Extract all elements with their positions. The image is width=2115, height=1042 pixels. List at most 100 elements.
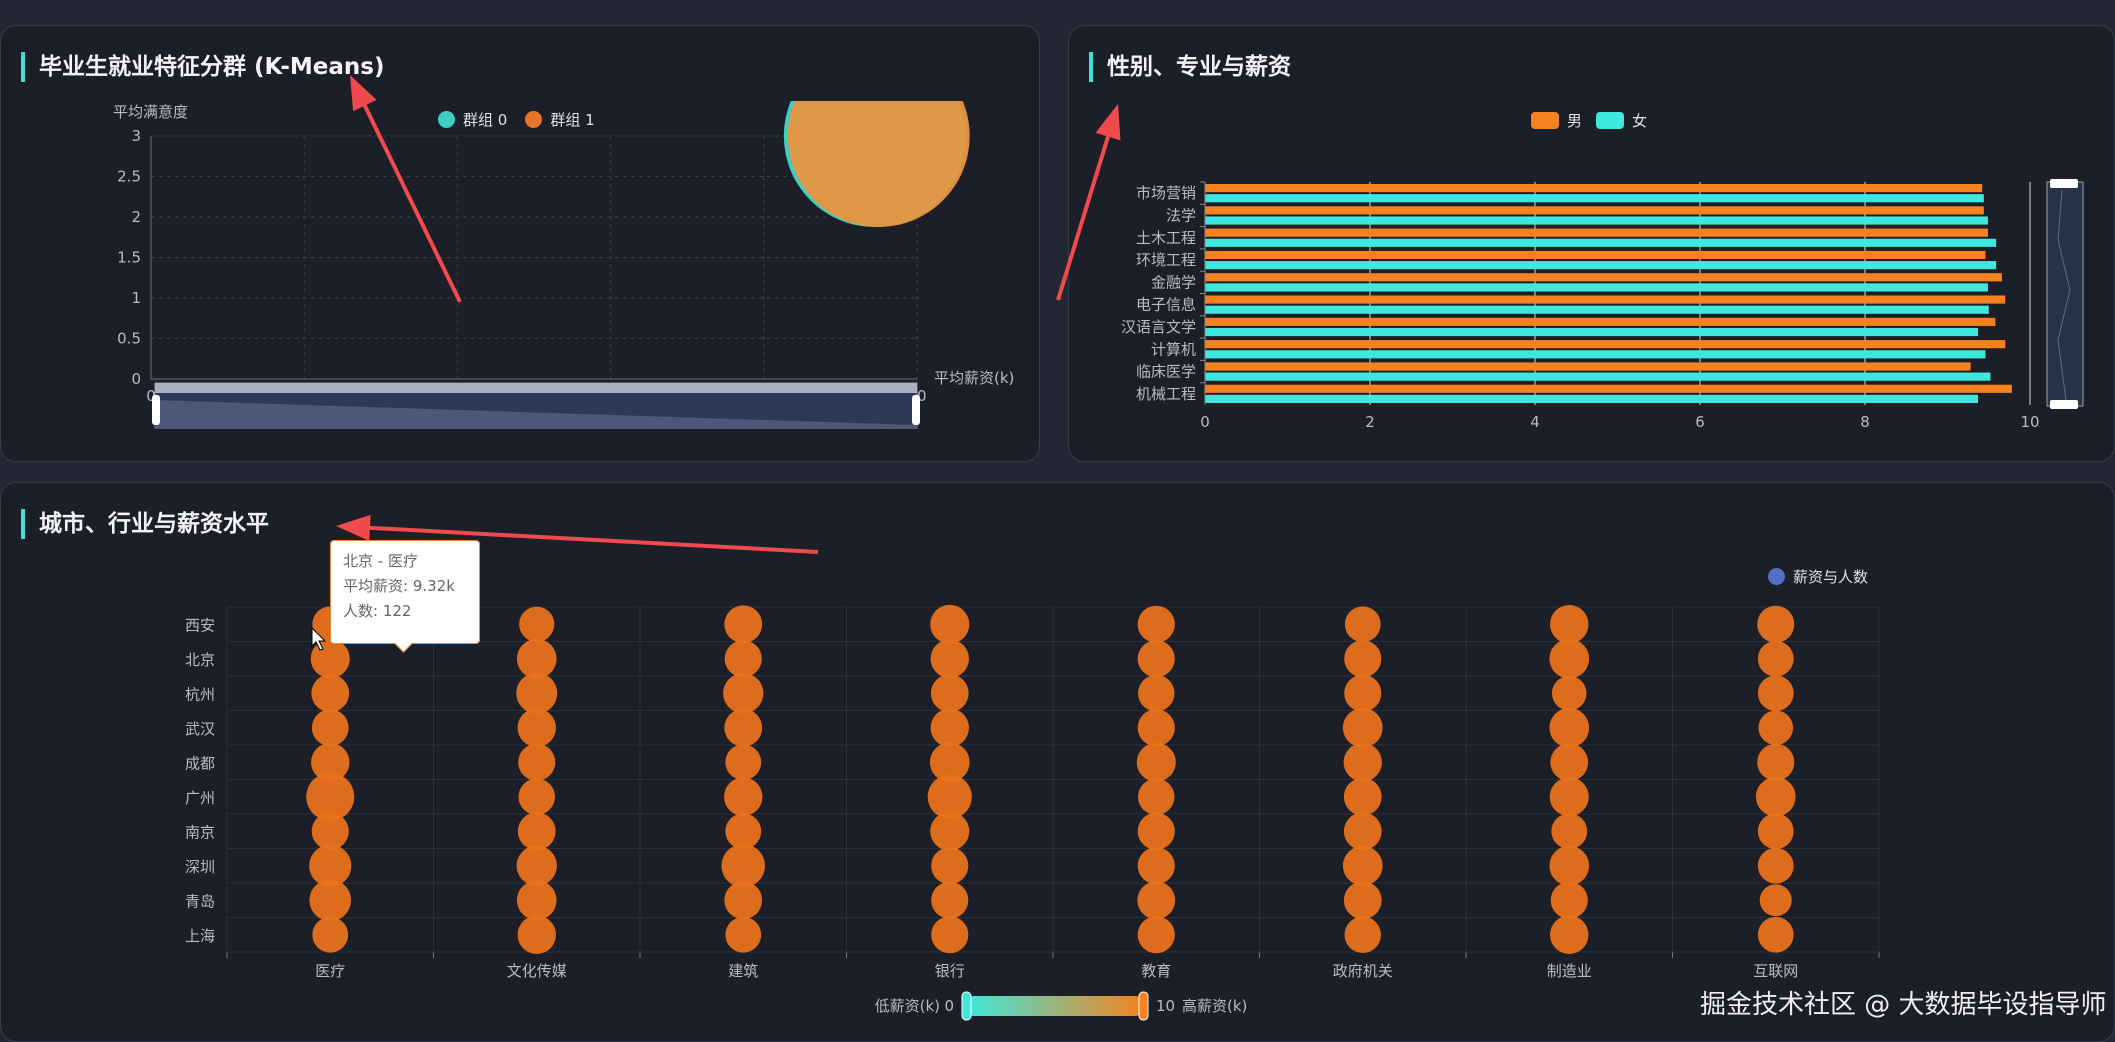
bubble[interactable] <box>1138 675 1175 712</box>
bubble[interactable] <box>930 639 969 678</box>
bubble[interactable] <box>516 672 558 714</box>
bar-female[interactable] <box>1205 238 1997 247</box>
bubble[interactable] <box>724 708 763 747</box>
bubble[interactable] <box>725 813 762 850</box>
bubble[interactable] <box>1550 605 1589 644</box>
bubble[interactable] <box>1344 606 1381 643</box>
bubble[interactable] <box>1138 778 1175 815</box>
bubble[interactable] <box>1549 845 1590 886</box>
legend-group1-label[interactable]: 群组 1 <box>550 111 595 129</box>
legend-male-label[interactable]: 男 <box>1567 112 1583 130</box>
bubble[interactable] <box>1344 674 1382 712</box>
bubble[interactable] <box>516 845 557 886</box>
visualmap-handle-low[interactable] <box>961 991 972 1021</box>
bubble[interactable] <box>1343 881 1382 920</box>
bubble[interactable] <box>1137 881 1176 920</box>
bar-female[interactable] <box>1205 261 1997 270</box>
bubble[interactable] <box>1757 813 1794 850</box>
vertical-datazoom[interactable] <box>2046 181 2084 407</box>
bubble[interactable] <box>311 812 349 850</box>
legend-male-icon[interactable] <box>1531 112 1559 129</box>
bubble[interactable] <box>725 916 762 953</box>
bubble[interactable] <box>306 772 355 821</box>
bubble[interactable] <box>931 847 969 885</box>
bubble[interactable] <box>930 811 970 851</box>
bubble[interactable] <box>312 916 349 953</box>
bubble[interactable] <box>1551 675 1587 711</box>
bubble[interactable] <box>1342 707 1383 748</box>
bubble[interactable] <box>1136 742 1176 782</box>
bubble[interactable] <box>1757 743 1795 781</box>
bubble[interactable] <box>1755 776 1796 817</box>
visualmap-bar[interactable] <box>966 996 1143 1016</box>
bar-male[interactable] <box>1205 250 1986 260</box>
bubble[interactable] <box>516 880 557 921</box>
bubble[interactable] <box>517 708 556 747</box>
bubble[interactable] <box>1343 812 1382 851</box>
bubble[interactable] <box>1137 605 1175 643</box>
bar-male[interactable] <box>1205 362 1971 371</box>
bubble[interactable] <box>1549 638 1590 679</box>
bar-female[interactable] <box>1205 372 1991 381</box>
legend-female-label[interactable]: 女 <box>1632 112 1648 130</box>
bubble[interactable] <box>311 674 350 713</box>
legend-bubble-icon[interactable] <box>1768 568 1785 585</box>
bubble[interactable] <box>311 743 350 782</box>
bubble[interactable] <box>1137 640 1175 678</box>
bubble[interactable] <box>930 708 969 747</box>
bubble[interactable] <box>1344 640 1382 678</box>
bubble[interactable] <box>1757 675 1794 712</box>
bubble[interactable] <box>1757 640 1794 677</box>
legend-female-icon[interactable] <box>1596 112 1625 129</box>
bubble[interactable] <box>1549 777 1589 817</box>
bar-female[interactable] <box>1205 283 1988 292</box>
bar-female[interactable] <box>1205 350 1986 359</box>
bubble[interactable] <box>1550 881 1588 919</box>
bubble[interactable] <box>927 774 972 819</box>
bar-male[interactable] <box>1205 206 1984 215</box>
bar-female[interactable] <box>1205 216 1988 225</box>
bar-male[interactable] <box>1205 273 2002 282</box>
bubble[interactable] <box>1137 847 1175 885</box>
bubble[interactable] <box>309 879 352 922</box>
bar-male[interactable] <box>1205 295 2006 304</box>
bubble[interactable] <box>721 843 766 888</box>
bubble[interactable] <box>311 709 349 747</box>
legend-group0-label[interactable]: 群组 0 <box>463 111 508 129</box>
legend-bubble-label[interactable]: 薪资与人数 <box>1793 568 1869 586</box>
bubble[interactable] <box>931 916 969 954</box>
bubble[interactable] <box>724 777 763 816</box>
bubble[interactable] <box>1757 916 1794 953</box>
bubble[interactable] <box>1551 813 1588 850</box>
bubble[interactable] <box>1137 916 1175 954</box>
bubble[interactable] <box>519 606 555 642</box>
bubble[interactable] <box>724 640 762 678</box>
bubble[interactable] <box>1550 915 1589 954</box>
bar-male[interactable] <box>1205 184 1983 193</box>
bubble[interactable] <box>724 605 763 644</box>
visualmap-handle-high[interactable] <box>1138 991 1149 1021</box>
bubble[interactable] <box>517 812 556 851</box>
bar-female[interactable] <box>1205 394 1979 403</box>
bubble[interactable] <box>931 881 969 919</box>
bubble[interactable] <box>516 638 557 679</box>
datazoom-handle-top[interactable] <box>2050 179 2078 188</box>
bubble[interactable] <box>518 743 556 781</box>
bubble[interactable] <box>725 744 762 781</box>
bubble[interactable] <box>1757 847 1794 884</box>
bubble[interactable] <box>1758 710 1794 746</box>
bar-male[interactable] <box>1205 228 1988 237</box>
bubble[interactable] <box>929 742 970 783</box>
bubble[interactable] <box>930 674 969 713</box>
legend-group1-icon[interactable] <box>525 111 543 128</box>
bubble[interactable] <box>518 778 555 815</box>
bubble[interactable] <box>1137 709 1175 747</box>
bubble[interactable] <box>1757 605 1795 643</box>
legend-group0-icon[interactable] <box>438 111 455 128</box>
datazoom-handle-bottom[interactable] <box>2050 400 2078 409</box>
cluster-point-1[interactable] <box>787 45 970 227</box>
bubble[interactable] <box>1343 743 1382 782</box>
bubble[interactable] <box>309 844 352 887</box>
bar-male[interactable] <box>1205 340 2006 349</box>
datazoom-bar[interactable] <box>155 383 917 393</box>
